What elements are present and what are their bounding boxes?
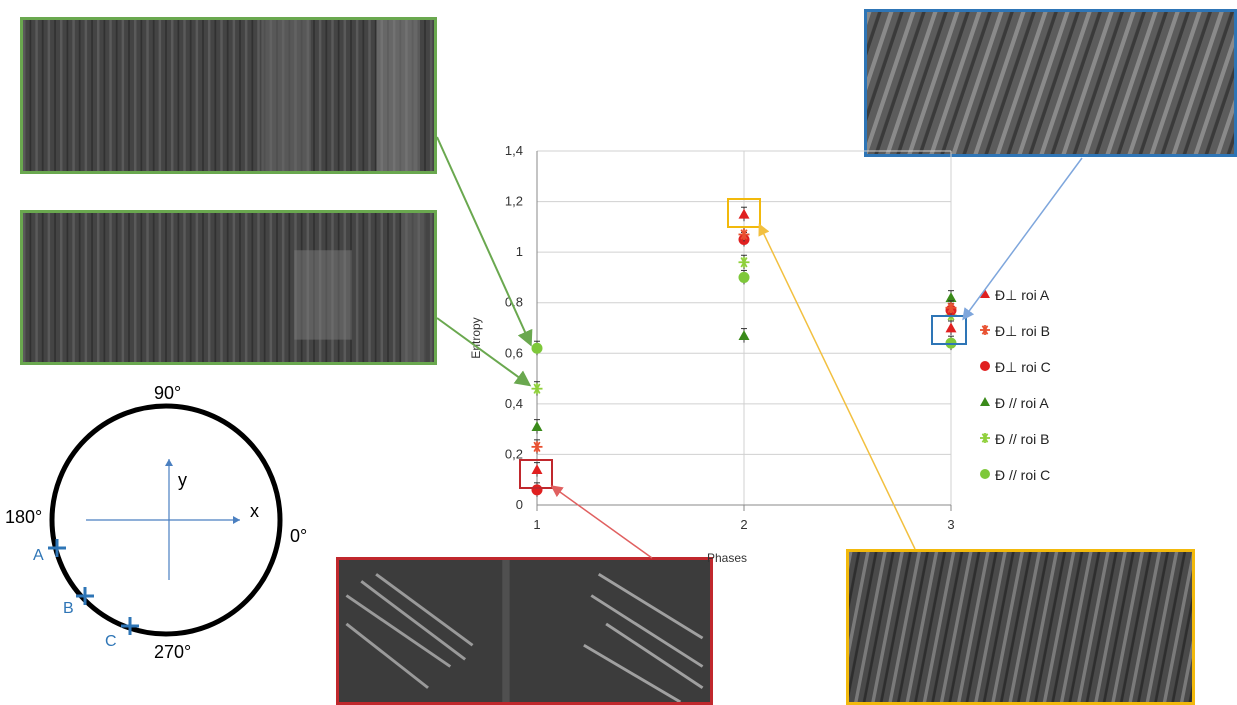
legend-marker [980,361,990,371]
data-point [945,302,957,314]
data-point [738,208,750,219]
orientation-diagram: x y 90° 180° 0° 270° A B C [5,383,307,662]
x-axis-title: Phases [707,551,747,565]
point-c-marker [121,617,139,635]
y-tick-label: 0 [516,497,523,512]
highlight-box-phase2 [727,198,761,228]
y-tick-label: 1 [516,244,523,259]
highlight-box-phase3 [931,315,967,345]
chart-grid [536,150,952,506]
x-tick-label: 1 [533,517,540,532]
point-b-marker [76,587,94,605]
x-tick-label: 2 [740,517,747,532]
data-point [531,484,543,496]
sem-image-bottom-right [846,549,1195,705]
angle-0-label: 0° [290,526,307,546]
angle-270-label: 270° [154,642,191,662]
legend-marker [980,289,990,298]
y-axis-label: y [178,470,187,490]
data-point [738,256,750,268]
data-point [531,342,543,354]
chart-tick-labels: 00,20,40,60,811,21,41 2 3 [505,143,955,532]
sem-image-bottom-center [336,557,713,705]
x-arrowhead [233,516,240,524]
data-point [945,322,957,333]
angle-90-label: 90° [154,383,181,403]
point-a-label: A [33,547,44,564]
y-arrowhead [165,459,173,466]
legend-label: Ɖ // roi B [995,431,1049,447]
legend-label: Ɖ⊥ roi B [995,323,1050,339]
data-point [738,228,750,240]
legend-marker [980,325,990,335]
x-tick-label: 3 [947,517,954,532]
sem-image-top-left [20,17,437,174]
sem-image-top-right [864,9,1237,157]
legend-label: Ɖ // roi A [995,395,1049,411]
point-a-marker [48,539,66,557]
arrow-blue [962,157,1083,321]
legend-marker [980,469,990,479]
data-point [531,383,543,395]
arrow-green-top [436,136,533,347]
x-axis-label: x [250,501,259,521]
y-tick-label: 0,6 [505,345,523,360]
arrow-yellow [758,223,916,550]
point-b-label: B [63,600,74,617]
data-point [738,330,750,340]
legend-marker [980,433,990,443]
y-tick-label: 0,2 [505,446,523,461]
y-axis-title: Entropy [469,317,483,358]
data-point [531,464,543,474]
arrow-green-mid [436,317,532,387]
sample-circle [49,403,283,637]
y-tick-label: 0,4 [505,396,523,411]
legend-label: Ɖ⊥ roi C [995,359,1051,375]
y-tick-label: 1,2 [505,194,523,209]
legend-label: Ɖ⊥ roi A [995,287,1050,303]
arrow-red [550,485,653,559]
angle-180-label: 180° [5,507,42,527]
data-point [945,292,957,303]
legend-label: Ɖ // roi C [995,467,1050,483]
data-point [531,441,543,453]
point-c-label: C [105,633,117,650]
legend-marker [980,397,990,406]
data-point [738,271,750,283]
chart-legend: Ɖ⊥ roi A Ɖ⊥ roi B Ɖ⊥ roi C Ɖ // roi A Ɖ // r… [980,287,1051,483]
y-tick-label: 1,4 [505,143,523,158]
highlight-box-phase1 [519,459,553,489]
sem-image-mid-left [20,210,437,365]
data-point [531,421,543,432]
